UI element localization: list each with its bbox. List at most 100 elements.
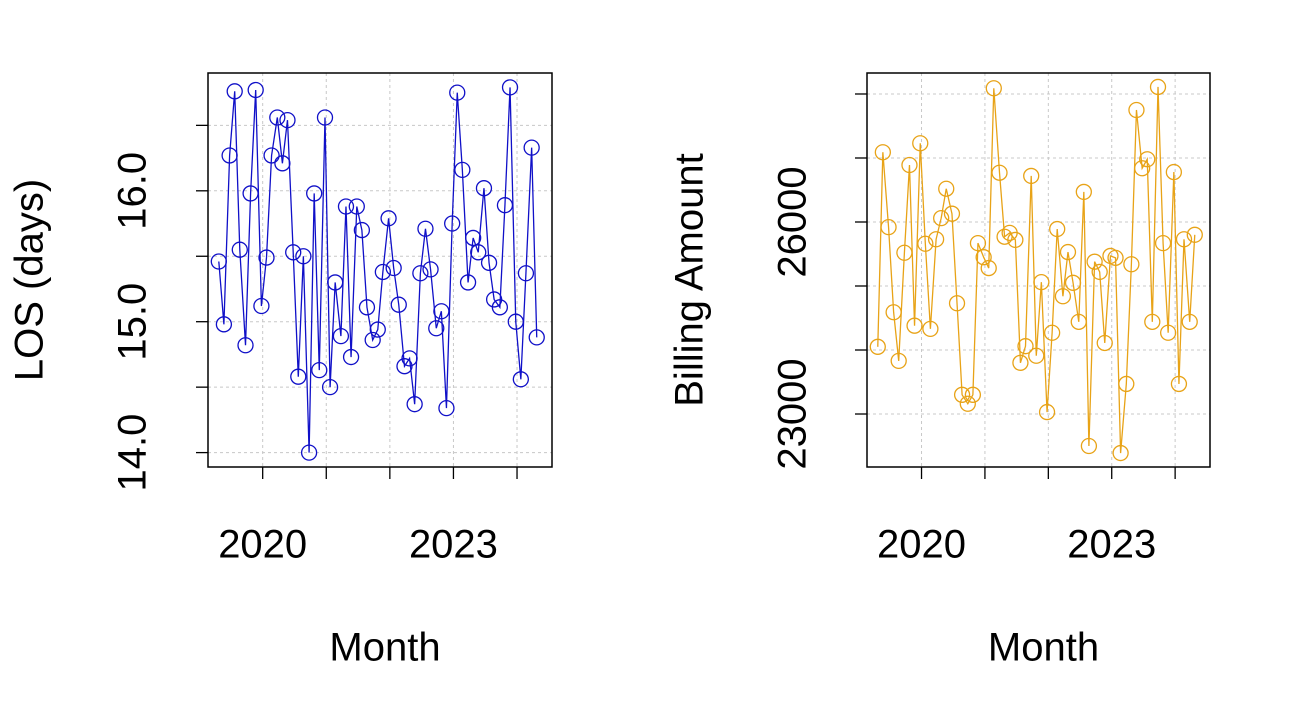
point (869, 338, 886, 355)
point (1064, 274, 1082, 291)
point (1118, 375, 1135, 393)
point (470, 244, 487, 261)
point (231, 241, 248, 258)
y-axis-title: LOS (days) (8, 179, 52, 381)
point (433, 303, 450, 320)
x-tick-label: 2023 (409, 523, 498, 567)
point (901, 156, 918, 174)
point (449, 84, 466, 101)
point (985, 80, 1002, 97)
point (475, 180, 493, 197)
point (943, 205, 961, 222)
point (1017, 338, 1034, 355)
point (279, 111, 296, 129)
y-axis-title: Billing Amount (668, 153, 712, 406)
point (300, 444, 318, 461)
point (1075, 183, 1092, 201)
point (1165, 163, 1183, 181)
point (221, 147, 238, 164)
point (348, 198, 365, 215)
point (964, 386, 982, 403)
point (1186, 226, 1203, 243)
point (285, 244, 302, 261)
point (980, 259, 997, 277)
point (1049, 220, 1066, 238)
point (1175, 231, 1193, 248)
point (1170, 375, 1188, 393)
point (454, 161, 471, 179)
point (237, 337, 254, 354)
plot-frame (866, 72, 1211, 468)
point (906, 317, 923, 334)
point (953, 386, 971, 403)
point (295, 248, 312, 265)
point (390, 296, 407, 313)
point (417, 220, 434, 237)
point (327, 274, 344, 291)
point (342, 348, 360, 366)
point (912, 135, 929, 152)
point (422, 261, 439, 278)
point (406, 396, 423, 413)
point (1033, 274, 1050, 291)
x-tick-label: 2020 (218, 523, 307, 567)
point (1107, 249, 1124, 266)
y-tick-label: 23000 (771, 358, 815, 469)
x-axis-title: Month (329, 626, 440, 670)
point (215, 316, 233, 333)
point (374, 263, 392, 281)
point (465, 229, 482, 247)
point (316, 109, 334, 126)
point (1059, 243, 1077, 261)
point (480, 254, 498, 271)
point (880, 218, 897, 236)
point (938, 180, 955, 197)
point (332, 327, 350, 345)
point (380, 210, 397, 227)
point (491, 299, 509, 316)
point (517, 265, 535, 282)
point (1007, 231, 1024, 249)
point (1128, 101, 1145, 119)
point (1012, 354, 1029, 371)
point (1149, 78, 1167, 96)
point (501, 79, 519, 96)
point (528, 329, 545, 346)
point (1181, 313, 1198, 330)
point (226, 83, 243, 100)
point (438, 399, 455, 417)
point (1023, 167, 1040, 185)
point (242, 185, 259, 202)
point (385, 259, 402, 277)
point (1096, 334, 1113, 352)
y-tick-label: 26000 (771, 166, 815, 277)
point (1112, 444, 1129, 462)
point (1070, 313, 1087, 330)
point (274, 155, 291, 172)
line (218, 87, 538, 453)
point (917, 235, 934, 252)
point (1160, 324, 1177, 341)
point (1080, 437, 1098, 455)
point (969, 234, 987, 252)
point (996, 228, 1013, 245)
x-tick-label: 2023 (1067, 523, 1156, 567)
point (444, 215, 461, 232)
point (922, 320, 939, 338)
point (210, 253, 227, 270)
point (306, 185, 323, 202)
point (1154, 234, 1172, 252)
point (396, 358, 413, 375)
point (258, 249, 275, 266)
y-tick-label: 16.0 (111, 152, 155, 230)
point (927, 231, 945, 248)
plot-frame (207, 72, 553, 468)
point (1086, 253, 1103, 270)
point (512, 371, 529, 388)
point (1134, 160, 1151, 177)
y-tick-label: 15.0 (111, 283, 155, 361)
point (1139, 151, 1156, 168)
point (263, 147, 280, 164)
point (1043, 324, 1061, 341)
point (991, 164, 1008, 181)
